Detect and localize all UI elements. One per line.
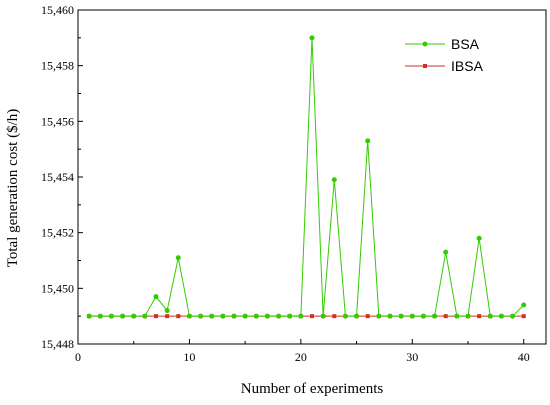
data-point-ibsa <box>310 314 314 319</box>
data-point-bsa <box>465 313 471 319</box>
legend-marker <box>422 41 428 47</box>
data-point-bsa <box>342 313 348 319</box>
series-layer <box>86 35 527 319</box>
y-tick-label: 15,454 <box>41 170 74 184</box>
data-point-bsa <box>220 313 226 319</box>
data-point-bsa <box>198 313 204 319</box>
y-tick-label: 15,456 <box>41 114 74 128</box>
legend-item-ibsa: IBSA <box>405 58 484 74</box>
x-tick-label: 30 <box>406 350 418 364</box>
data-point-ibsa <box>443 314 448 319</box>
data-point-bsa <box>142 313 148 319</box>
data-point-bsa <box>354 313 360 319</box>
data-point-bsa <box>120 313 126 319</box>
data-point-bsa <box>521 302 527 308</box>
y-tick-label: 15,460 <box>41 3 74 17</box>
data-point-ibsa <box>154 314 158 319</box>
legend-label: BSA <box>451 36 480 52</box>
data-point-bsa <box>164 308 170 314</box>
data-point-bsa <box>331 177 337 183</box>
data-point-bsa <box>231 313 237 319</box>
legend-item-bsa: BSA <box>405 36 480 52</box>
data-point-bsa <box>409 313 415 319</box>
data-point-bsa <box>510 313 516 319</box>
data-point-bsa <box>487 313 493 319</box>
x-tick-label: 10 <box>183 350 195 364</box>
y-axis-title: Total generation cost ($/h) <box>5 109 21 267</box>
data-point-bsa <box>309 35 315 41</box>
data-point-bsa <box>398 313 404 319</box>
data-point-bsa <box>253 313 259 319</box>
data-point-bsa <box>476 235 482 241</box>
data-point-bsa <box>365 138 371 144</box>
data-point-bsa <box>153 294 159 300</box>
data-point-bsa <box>108 313 114 319</box>
legend: BSA IBSA <box>405 36 484 74</box>
data-point-bsa <box>320 313 326 319</box>
legend-label: IBSA <box>451 58 484 74</box>
data-point-ibsa <box>176 314 181 319</box>
data-point-bsa <box>287 313 293 319</box>
series-line-bsa <box>89 37 525 317</box>
data-point-bsa <box>242 313 248 319</box>
data-point-bsa <box>86 313 92 319</box>
data-point-bsa <box>454 313 460 319</box>
data-point-bsa <box>432 313 438 319</box>
data-point-bsa <box>443 249 449 255</box>
data-point-bsa <box>209 313 215 319</box>
data-point-bsa <box>420 313 426 319</box>
x-tick-label: 40 <box>518 350 530 364</box>
data-point-bsa <box>97 313 103 319</box>
data-point-ibsa <box>365 314 370 319</box>
x-tick-label: 20 <box>295 350 307 364</box>
data-point-ibsa <box>521 314 526 319</box>
y-tick-label: 15,450 <box>41 281 74 295</box>
data-point-ibsa <box>477 314 482 319</box>
x-axis: 0 10 20 30 40 <box>75 339 530 364</box>
x-tick-label: 0 <box>75 350 81 364</box>
data-point-bsa <box>186 313 192 319</box>
data-point-bsa <box>376 313 382 319</box>
legend-marker <box>423 64 427 68</box>
data-point-ibsa <box>165 314 170 319</box>
y-tick-label: 15,448 <box>41 337 74 351</box>
data-point-bsa <box>498 313 504 319</box>
y-tick-label: 15,458 <box>41 59 74 73</box>
data-point-bsa <box>175 255 181 261</box>
data-point-bsa <box>298 313 304 319</box>
y-axis: 15,448 15,450 15,452 15,454 15,456 15,458 15,4… <box>41 3 83 351</box>
data-point-bsa <box>387 313 393 319</box>
data-point-bsa <box>276 313 282 319</box>
y-tick-label: 15,452 <box>41 226 74 240</box>
data-point-bsa <box>264 313 270 319</box>
data-point-bsa <box>131 313 137 319</box>
x-axis-title: Number of experiments <box>241 381 384 397</box>
series-bsa <box>86 35 527 319</box>
data-point-ibsa <box>332 314 337 319</box>
